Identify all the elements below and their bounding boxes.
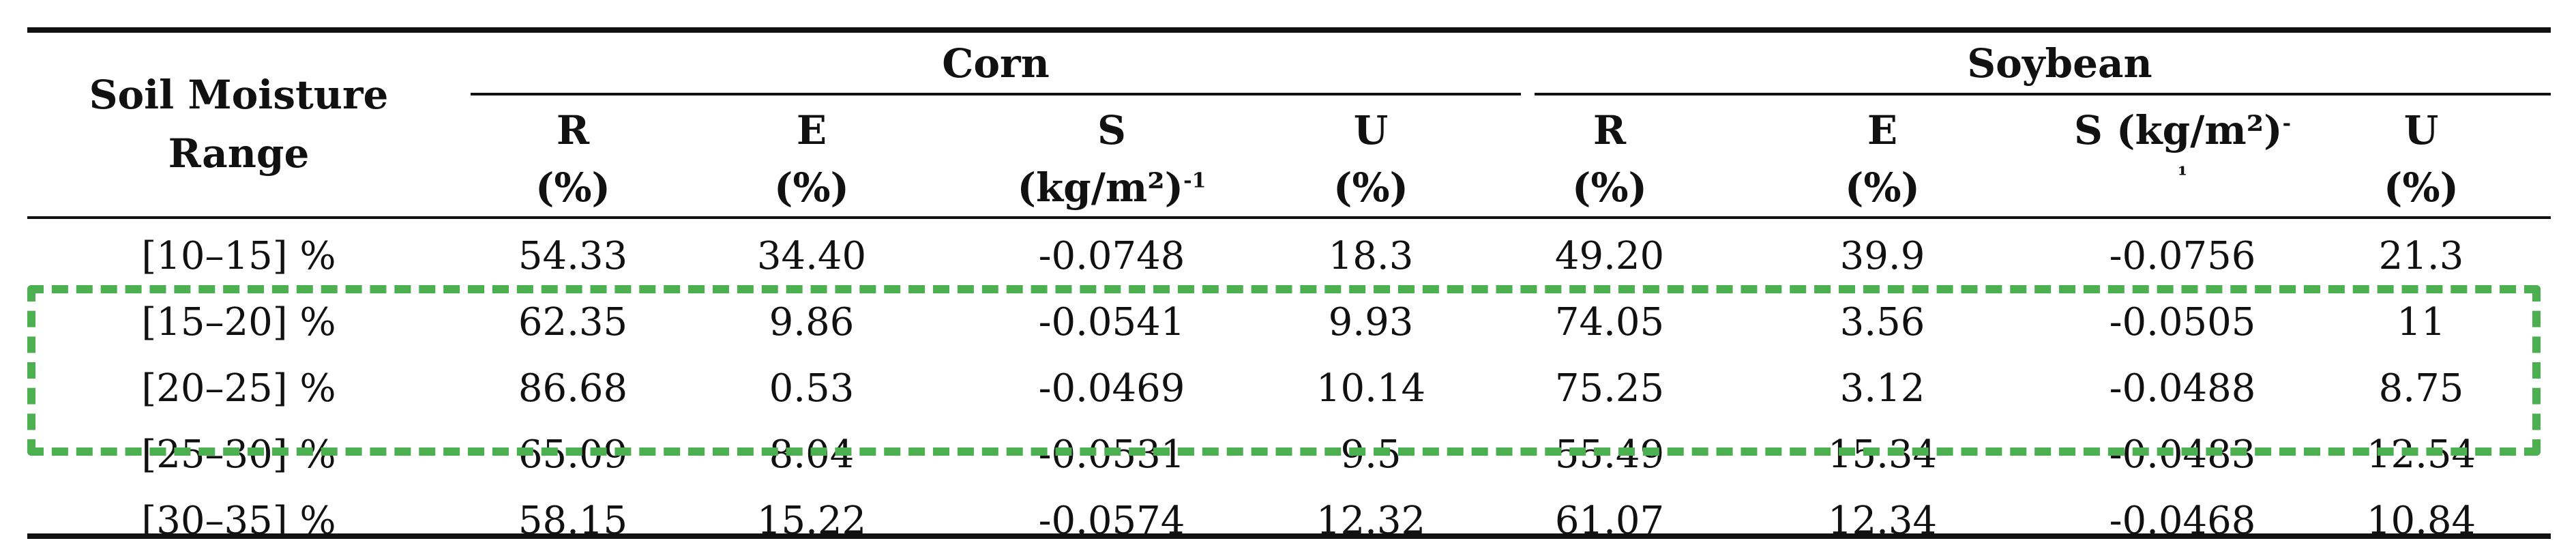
soybean-group-rule (1535, 93, 2551, 96)
corn-group-rule (471, 93, 1521, 96)
table-cell: 58.15 (518, 499, 628, 543)
table-cell: 10.14 (1316, 366, 1426, 411)
table-cell: -0.0748 (1038, 234, 1185, 278)
row-range-cell: [30–35] % (141, 499, 336, 543)
table-cell: -0.0574 (1038, 499, 1185, 543)
table-cell: 61.07 (1554, 499, 1665, 543)
table-cell: 10.84 (2366, 499, 2476, 543)
col-unit-soy-s: ¹ (2177, 162, 2187, 188)
table-cell: 12.32 (1316, 499, 1426, 543)
table-cell: 86.68 (518, 366, 628, 411)
table-cell: 54.33 (518, 234, 628, 278)
col-header-corn-u: U (1353, 107, 1389, 153)
table-cell: 62.35 (518, 300, 628, 344)
table-cell: 75.25 (1554, 366, 1665, 411)
row-range-cell: [15–20] % (141, 300, 336, 344)
table-cell: 11 (2397, 300, 2446, 344)
col-header-soy-s: S (kg/m²)- (2073, 107, 2292, 153)
table-cell: 15.22 (756, 499, 867, 543)
col-header-corn-e: E (796, 107, 827, 153)
table-top-rule (27, 27, 2551, 33)
header-bottom-rule (27, 216, 2551, 219)
optimal-range-highlight (27, 285, 2541, 456)
table-cell: -0.0541 (1038, 300, 1185, 344)
col-unit-corn-u: (%) (1333, 164, 1408, 211)
table-cell: 49.20 (1554, 234, 1665, 278)
table-cell: -0.0756 (2109, 234, 2256, 278)
col-header-corn-r: R (556, 107, 590, 153)
table-cell: 21.3 (2378, 234, 2464, 278)
col-header-soy-u: U (2403, 107, 2439, 153)
table-cell: 3.56 (1839, 300, 1925, 344)
group-header-corn: Corn (942, 40, 1050, 87)
table-cell: -0.0488 (2109, 366, 2256, 411)
table-cell: 34.40 (756, 234, 867, 278)
col-unit-soy-r: (%) (1572, 164, 1647, 211)
col-header-soy-r: R (1593, 107, 1627, 153)
row-header-line2: Range (168, 130, 310, 177)
col-unit-corn-e: (%) (774, 164, 849, 211)
row-header-line1: Soil Moisture (89, 72, 389, 118)
table-cell: 74.05 (1554, 300, 1665, 344)
col-unit-corn-r: (%) (535, 164, 610, 211)
row-range-cell: [10–15] % (141, 234, 336, 278)
col-unit-soy-u: (%) (2384, 164, 2459, 211)
table-cell: 0.53 (769, 366, 855, 411)
table-cell: 9.93 (1328, 300, 1414, 344)
table-cell: 8.75 (2378, 366, 2464, 411)
table-cell: 9.86 (769, 300, 855, 344)
group-header-soybean: Soybean (1967, 40, 2152, 87)
col-unit-soy-e: (%) (1845, 164, 1920, 211)
table-cell: 18.3 (1328, 234, 1414, 278)
col-unit-corn-s: (kg/m²)-1 (1017, 164, 1206, 211)
table-cell: -0.0468 (2109, 499, 2256, 543)
table-cell: 39.9 (1839, 234, 1925, 278)
table-cell: 3.12 (1839, 366, 1925, 411)
col-header-soy-e: E (1867, 107, 1898, 153)
table-cell: -0.0505 (2109, 300, 2256, 344)
row-range-cell: [20–25] % (141, 366, 336, 411)
table-cell: 12.34 (1827, 499, 1938, 543)
table-cell: -0.0469 (1038, 366, 1185, 411)
col-header-corn-s: S (1097, 107, 1126, 153)
table-bottom-rule (27, 533, 2551, 539)
